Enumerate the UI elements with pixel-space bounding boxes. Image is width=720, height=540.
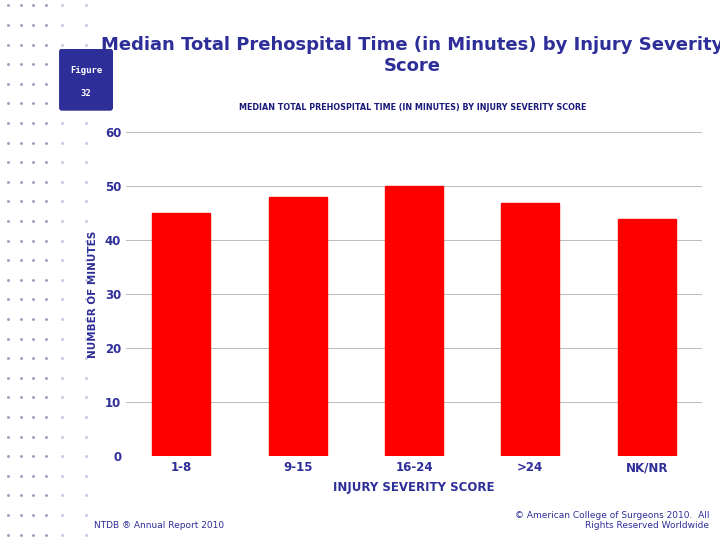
Text: © American College of Surgeons 2010.  All
Rights Reserved Worldwide: © American College of Surgeons 2010. All… [515,511,709,530]
FancyBboxPatch shape [59,49,113,111]
X-axis label: INJURY SEVERITY SCORE: INJURY SEVERITY SCORE [333,481,495,494]
Bar [618,219,676,456]
Text: Median Total Prehospital Time (in Minutes) by Injury Severity
Score: Median Total Prehospital Time (in Minute… [101,36,720,75]
Text: 32: 32 [81,89,91,98]
Text: Figure: Figure [70,66,102,75]
Text: MEDIAN TOTAL PREHOSPITAL TIME (IN MINUTES) BY INJURY SEVERITY SCORE: MEDIAN TOTAL PREHOSPITAL TIME (IN MINUTE… [238,104,586,112]
Bar [501,202,559,456]
Bar [152,213,210,456]
Bar [385,186,443,456]
Bar [269,197,327,456]
Y-axis label: NUMBER OF MINUTES: NUMBER OF MINUTES [88,231,98,358]
Text: NTDB ® Annual Report 2010: NTDB ® Annual Report 2010 [94,521,224,530]
